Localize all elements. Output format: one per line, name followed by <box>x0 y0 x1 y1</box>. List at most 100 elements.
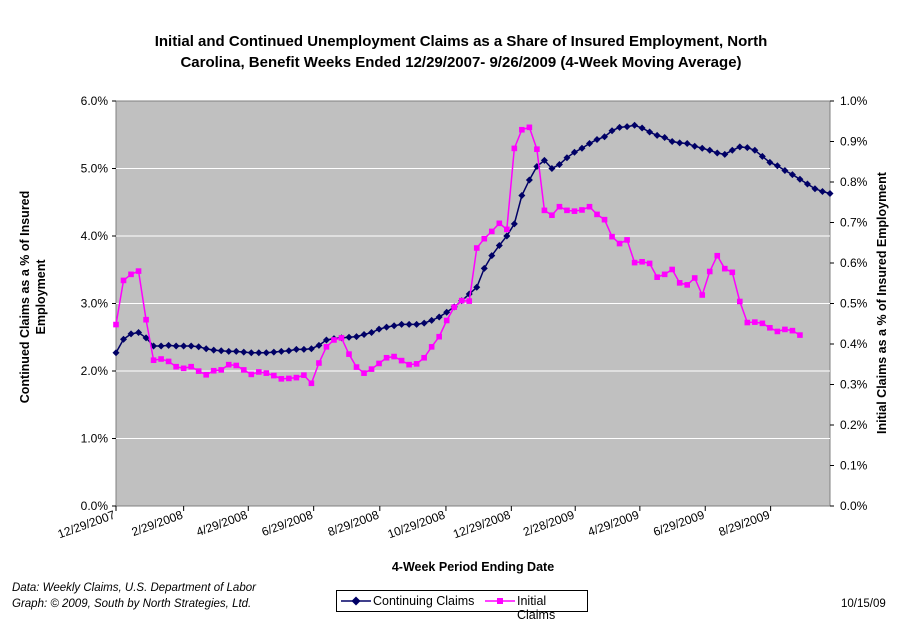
data-point <box>601 133 609 141</box>
data-point <box>203 371 209 378</box>
data-point <box>368 329 376 337</box>
data-point <box>165 358 172 365</box>
left-tick-label: 1.0% <box>81 432 109 446</box>
data-point <box>158 356 164 362</box>
data-point <box>570 148 578 156</box>
data-point <box>391 353 397 360</box>
data-point <box>135 329 143 337</box>
data-point <box>525 176 533 184</box>
x-tick-label: 4/29/2009 <box>586 508 641 540</box>
data-point <box>127 330 135 338</box>
data-point <box>638 124 646 132</box>
data-point <box>233 362 240 369</box>
left-axis: 0.0% 1.0% 2.0% 3.0% 4.0% 5.0% 6.0% <box>81 94 116 513</box>
data-point <box>256 369 262 375</box>
data-point <box>187 342 195 350</box>
legend-continuing-marker <box>341 596 371 606</box>
x-tick-label: 8/29/2009 <box>717 508 772 540</box>
data-point <box>420 319 428 327</box>
data-point <box>353 333 361 341</box>
data-point <box>473 245 480 251</box>
data-point <box>210 367 217 374</box>
data-point <box>585 140 593 148</box>
data-point <box>766 158 774 166</box>
data-point <box>113 321 119 328</box>
data-point <box>571 208 578 214</box>
data-point <box>818 187 826 195</box>
data-point <box>684 282 690 288</box>
data-point <box>157 342 165 350</box>
data-point <box>504 226 510 233</box>
data-point <box>180 342 188 350</box>
data-point <box>443 317 450 324</box>
data-point <box>714 252 721 259</box>
data-point <box>759 320 766 327</box>
data-point <box>488 252 496 260</box>
left-tick-label: 6.0% <box>81 94 109 108</box>
data-point <box>736 143 744 151</box>
data-point <box>286 375 292 382</box>
source-line-1: Data: Weekly Claims, U.S. Department of … <box>12 582 256 594</box>
data-point <box>172 342 180 350</box>
data-point <box>511 145 518 152</box>
data-point <box>143 316 149 323</box>
data-point <box>481 235 488 242</box>
data-point <box>721 150 729 158</box>
data-point <box>518 192 526 199</box>
data-point <box>218 367 225 373</box>
data-point <box>534 146 540 152</box>
data-point <box>519 126 525 133</box>
right-tick-label: 0.3% <box>840 378 868 392</box>
data-point <box>353 364 360 370</box>
data-point <box>301 372 307 378</box>
data-point <box>609 233 615 240</box>
right-tick-label: 0.0% <box>840 499 868 513</box>
data-point <box>639 258 645 265</box>
data-point <box>240 367 247 373</box>
data-point <box>549 212 555 219</box>
data-point <box>616 123 624 131</box>
data-point <box>346 351 352 357</box>
x-tick-label: 10/29/2008 <box>386 508 448 542</box>
data-point <box>173 363 179 370</box>
data-point <box>698 144 706 152</box>
data-point <box>728 146 736 154</box>
data-point <box>263 370 270 376</box>
grid-lines <box>116 168 830 439</box>
data-point <box>488 228 495 235</box>
data-point <box>466 298 473 304</box>
x-tick-label: 2/29/2008 <box>130 508 185 540</box>
data-point <box>195 368 202 374</box>
data-point <box>789 327 796 334</box>
data-point <box>300 345 308 353</box>
data-point <box>413 361 420 367</box>
data-point <box>165 341 173 349</box>
data-point <box>586 203 593 210</box>
data-point <box>744 319 751 326</box>
data-point <box>428 316 436 324</box>
series-layer <box>112 121 834 387</box>
data-point <box>646 260 653 267</box>
data-point <box>421 354 427 361</box>
right-tick-label: 0.6% <box>840 256 868 270</box>
data-point <box>180 365 187 372</box>
data-point <box>654 274 660 280</box>
series-initial-claims <box>113 124 803 387</box>
legend-continuing-label: Continuing Claims <box>373 594 475 608</box>
data-point <box>278 376 285 382</box>
data-point <box>495 241 503 249</box>
chart-title-line-2: Carolina, Benefit Weeks Ended 12/29/2007… <box>180 54 741 71</box>
data-point <box>345 333 353 341</box>
data-point <box>661 133 669 141</box>
data-point <box>451 304 458 310</box>
data-point <box>473 283 481 291</box>
data-point <box>608 127 616 135</box>
left-tick-label: 2.0% <box>81 364 109 378</box>
data-point <box>699 292 706 298</box>
data-point <box>788 171 796 179</box>
right-tick-label: 0.8% <box>840 175 868 189</box>
data-point <box>676 139 684 147</box>
data-point <box>578 144 586 152</box>
data-point <box>128 271 134 278</box>
